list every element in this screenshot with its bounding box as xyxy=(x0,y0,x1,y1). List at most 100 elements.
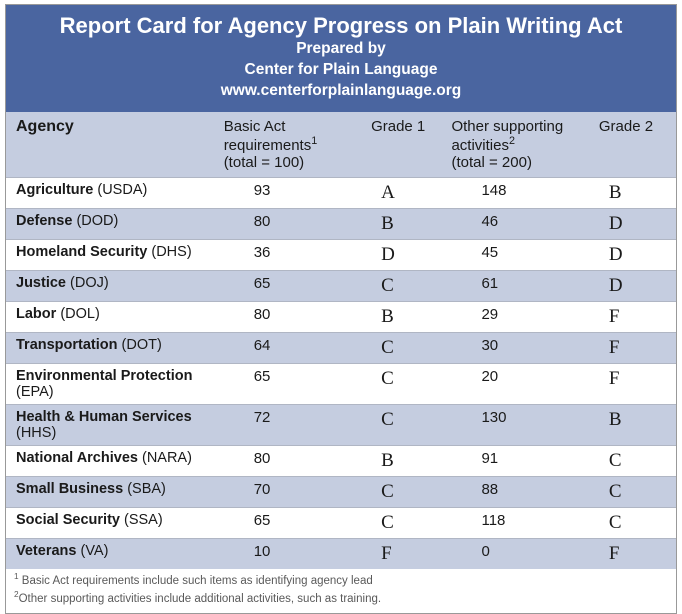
col-basic-l2: requirements xyxy=(224,137,312,154)
table-header-row: Agency Basic Act requirements1 (total = … xyxy=(6,112,676,178)
other-score: 88 xyxy=(441,476,588,507)
other-score: 30 xyxy=(441,332,588,363)
report-header: Report Card for Agency Progress on Plain… xyxy=(6,5,676,112)
grade-2: C xyxy=(589,476,676,507)
table-row: Justice (DOJ)65C61D xyxy=(6,270,676,301)
agency-abbr: (USDA) xyxy=(97,182,147,198)
basic-score: 70 xyxy=(214,476,361,507)
agency-abbr: (DOD) xyxy=(76,213,118,229)
col-grade2: Grade 2 xyxy=(589,112,676,178)
report-prepared-by: Prepared by xyxy=(16,39,666,60)
col-basic-l1: Basic Act xyxy=(224,118,286,135)
grade-1: F xyxy=(361,538,441,569)
basic-score: 93 xyxy=(214,177,361,208)
other-score: 0 xyxy=(441,538,588,569)
grades-table: Agency Basic Act requirements1 (total = … xyxy=(6,112,676,569)
grade-2: F xyxy=(589,538,676,569)
table-row: National Archives (NARA)80B91C xyxy=(6,445,676,476)
grade-2: B xyxy=(589,177,676,208)
other-score: 46 xyxy=(441,208,588,239)
report-org: Center for Plain Language xyxy=(16,60,666,81)
agency-cell: Labor (DOL) xyxy=(6,301,214,332)
col-other-l3: (total = 200) xyxy=(451,154,531,171)
other-score: 61 xyxy=(441,270,588,301)
table-body: Agriculture (USDA)93A148BDefense (DOD)80… xyxy=(6,177,676,569)
agency-abbr: (SSA) xyxy=(124,512,163,528)
agency-abbr: (DHS) xyxy=(151,244,191,260)
other-score: 130 xyxy=(441,404,588,445)
grade-2: B xyxy=(589,404,676,445)
agency-abbr: (SBA) xyxy=(127,481,166,497)
agency-name: Agriculture xyxy=(16,182,93,198)
col-basic-sup: 1 xyxy=(311,135,317,147)
agency-abbr: (DOT) xyxy=(122,337,162,353)
agency-abbr: (NARA) xyxy=(142,450,192,466)
basic-score: 36 xyxy=(214,239,361,270)
grade-1: D xyxy=(361,239,441,270)
other-score: 20 xyxy=(441,363,588,404)
agency-name: Transportation xyxy=(16,337,118,353)
col-other-sup: 2 xyxy=(509,135,515,147)
agency-cell: Defense (DOD) xyxy=(6,208,214,239)
other-score: 148 xyxy=(441,177,588,208)
grade-1: C xyxy=(361,363,441,404)
footnote-2-text: Other supporting activities include addi… xyxy=(19,593,381,605)
agency-name: Homeland Security xyxy=(16,244,147,260)
grade-2: F xyxy=(589,363,676,404)
footnote-2: 2Other supporting activities include add… xyxy=(14,589,668,607)
grade-2: F xyxy=(589,332,676,363)
agency-abbr: (DOJ) xyxy=(70,275,109,291)
agency-cell: Environmental Protection (EPA) xyxy=(6,363,214,404)
grade-1: C xyxy=(361,476,441,507)
agency-cell: National Archives (NARA) xyxy=(6,445,214,476)
agency-name: Veterans xyxy=(16,543,76,559)
agency-name: Health & Human Services xyxy=(16,409,192,425)
agency-abbr: (VA) xyxy=(81,543,109,559)
grade-2: C xyxy=(589,445,676,476)
agency-name: Social Security xyxy=(16,512,120,528)
grade-1: C xyxy=(361,332,441,363)
grade-2: F xyxy=(589,301,676,332)
basic-score: 80 xyxy=(214,208,361,239)
agency-name: National Archives xyxy=(16,450,138,466)
agency-cell: Health & Human Services (HHS) xyxy=(6,404,214,445)
grade-2: D xyxy=(589,208,676,239)
agency-cell: Veterans (VA) xyxy=(6,538,214,569)
col-other: Other supporting activities2 (total = 20… xyxy=(441,112,588,178)
grade-1: B xyxy=(361,445,441,476)
other-score: 91 xyxy=(441,445,588,476)
col-grade1: Grade 1 xyxy=(361,112,441,178)
report-card: Report Card for Agency Progress on Plain… xyxy=(5,4,677,614)
other-score: 29 xyxy=(441,301,588,332)
agency-cell: Agriculture (USDA) xyxy=(6,177,214,208)
basic-score: 10 xyxy=(214,538,361,569)
agency-name: Environmental Protection xyxy=(16,368,192,384)
basic-score: 80 xyxy=(214,445,361,476)
agency-name: Defense xyxy=(16,213,72,229)
table-row: Agriculture (USDA)93A148B xyxy=(6,177,676,208)
grade-1: B xyxy=(361,301,441,332)
agency-name: Small Business xyxy=(16,481,123,497)
report-title: Report Card for Agency Progress on Plain… xyxy=(16,13,666,39)
col-other-l1: Other supporting xyxy=(451,118,563,135)
agency-cell: Transportation (DOT) xyxy=(6,332,214,363)
agency-name: Labor xyxy=(16,306,56,322)
agency-abbr: (HHS) xyxy=(16,425,56,441)
col-agency: Agency xyxy=(6,112,214,178)
agency-cell: Justice (DOJ) xyxy=(6,270,214,301)
col-basic: Basic Act requirements1 (total = 100) xyxy=(214,112,361,178)
agency-cell: Homeland Security (DHS) xyxy=(6,239,214,270)
table-row: Homeland Security (DHS)36D45D xyxy=(6,239,676,270)
grade-1: B xyxy=(361,208,441,239)
other-score: 45 xyxy=(441,239,588,270)
footnote-1: 1 Basic Act requirements include such it… xyxy=(14,571,668,589)
basic-score: 64 xyxy=(214,332,361,363)
table-row: Veterans (VA)10F0F xyxy=(6,538,676,569)
table-row: Defense (DOD)80B46D xyxy=(6,208,676,239)
table-row: Transportation (DOT)64C30F xyxy=(6,332,676,363)
agency-abbr: (EPA) xyxy=(16,384,54,400)
basic-score: 65 xyxy=(214,363,361,404)
footnotes: 1 Basic Act requirements include such it… xyxy=(6,569,676,614)
basic-score: 72 xyxy=(214,404,361,445)
grade-2: D xyxy=(589,239,676,270)
